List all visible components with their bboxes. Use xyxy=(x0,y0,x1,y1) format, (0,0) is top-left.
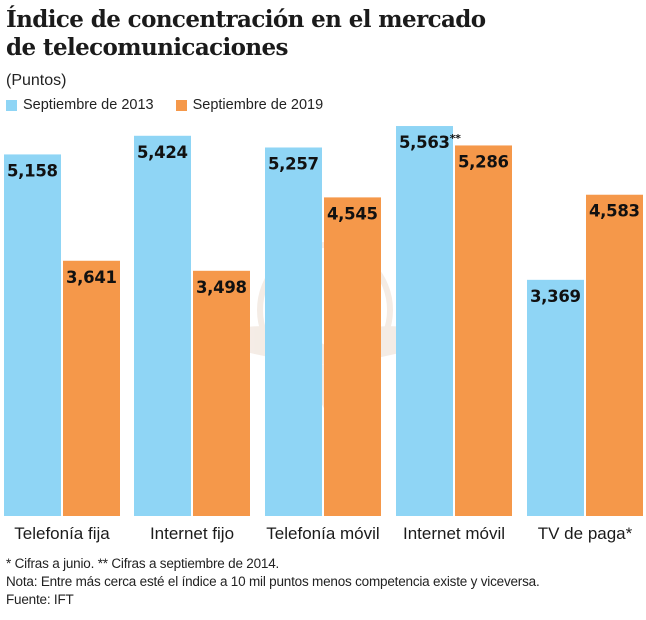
value-label-2013-2: 5,257 xyxy=(268,154,319,173)
bar-2013-0 xyxy=(4,154,61,516)
value-label-2019-1: 3,498 xyxy=(196,278,247,297)
bar-chart: 5,158 3,641 5,424 3,498 5,257 4,545 5,563**5,2… xyxy=(4,126,643,543)
value-label-2019-4: 4,583 xyxy=(589,202,640,221)
legend-swatch-2019 xyxy=(175,99,187,111)
value-label-2013-3: 5,563** xyxy=(399,132,461,152)
value-label-2013-0: 5,158 xyxy=(7,161,58,180)
bar-2019-4 xyxy=(586,194,643,516)
bar-2019-3 xyxy=(455,145,512,516)
value-label-2019-2: 4,545 xyxy=(327,204,378,223)
value-label-2019-3: 5,286 xyxy=(458,152,509,171)
value-label-2019-0: 3,641 xyxy=(66,268,117,287)
category-label-3: Internet móvil xyxy=(403,524,505,543)
category-labels-group: Telefonía fija Internet fijo Telefonía móv… xyxy=(14,524,632,543)
value-labels-group: 5,158 3,641 5,424 3,498 5,257 4,545 5,563**5,2… xyxy=(7,132,640,306)
bar-2013-1 xyxy=(134,135,191,517)
category-label-2: Telefonía móvil xyxy=(266,524,379,543)
legend-item-2019: Septiembre de 2019 xyxy=(175,97,324,113)
bar-2013-3 xyxy=(396,126,453,517)
chart-title: Índice de concentración en el mercado de… xyxy=(6,6,486,62)
footnote-nota: Nota: Entre más cerca esté el índice a 1… xyxy=(6,574,540,589)
footnote-source: Fuente: IFT xyxy=(6,592,74,607)
legend: Septiembre de 2013 Septiembre de 2019 xyxy=(6,97,323,113)
footnotes: * Cifras a junio. ** Cifras a septiembre… xyxy=(6,555,540,609)
legend-item-2013: Septiembre de 2013 xyxy=(6,97,154,113)
value-label-2013-1: 5,424 xyxy=(137,143,188,162)
category-label-1: Internet fijo xyxy=(150,524,234,543)
title-line-1: Índice de concentración en el mercado xyxy=(6,6,486,33)
chart-subtitle: (Puntos) xyxy=(6,72,67,89)
title-line-2: de telecomunicaciones xyxy=(6,34,289,61)
bars-group xyxy=(4,126,643,517)
value-label-2013-4: 3,369 xyxy=(530,287,581,306)
bar-2019-1 xyxy=(193,270,250,516)
footnote-asterisks: * Cifras a junio. ** Cifras a septiembre… xyxy=(6,556,280,571)
bar-2013-2 xyxy=(265,147,322,516)
legend-swatch-2013 xyxy=(6,99,17,111)
category-label-0: Telefonía fija xyxy=(14,524,110,543)
bar-2019-2 xyxy=(324,197,381,516)
legend-label-2019: Septiembre de 2019 xyxy=(192,97,324,113)
legend-label-2013: Septiembre de 2013 xyxy=(23,97,154,113)
category-label-4: TV de paga* xyxy=(538,524,633,543)
bar-2019-0 xyxy=(63,260,120,516)
bar-2013-4 xyxy=(527,279,584,516)
